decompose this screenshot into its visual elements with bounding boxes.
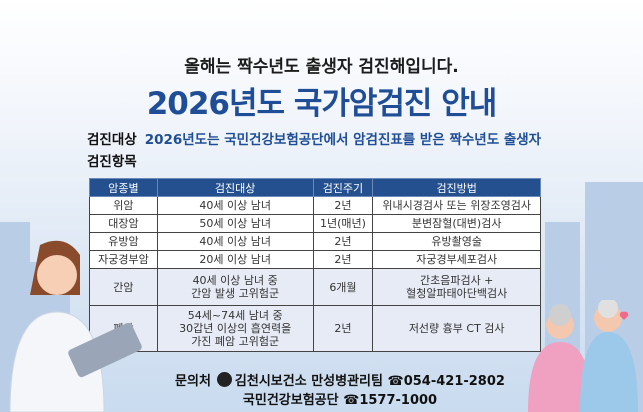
doctor-illustration: [9, 240, 142, 412]
table-cell: 40세 이상 남녀: [156, 232, 314, 251]
table-cell: 2년: [312, 196, 374, 215]
table-cell: 자궁경부세포검사: [372, 250, 541, 269]
table-cell: 40세 이상 남녀 중 간암 발생 고위험군: [156, 268, 314, 306]
contact-org-1: 김천시보건소 만성병관리팀: [234, 374, 383, 389]
table-cell: 자궁경부암: [89, 250, 158, 269]
table-cell: 20세 이상 남녀: [156, 250, 314, 269]
target-line: 검진대상 2026년도는 국민건강보험공단에서 암검진표를 받은 짝수년도 출생자: [87, 128, 541, 148]
table-cell: 간암: [89, 268, 158, 306]
table-cell: 위내시경검사 또는 위장조영검사: [372, 196, 541, 215]
table-row: 유방암 40세 이상 남녀 2년 유방촬영술: [89, 232, 541, 251]
contact-label: 문의처: [175, 374, 211, 389]
table-row: 간암 40세 이상 남녀 중 간암 발생 고위험군 6개월 간초음파검사 + 혈청알파…: [89, 268, 541, 306]
table-cell: 유방암: [89, 232, 158, 251]
table-cell: 6개월: [312, 268, 374, 306]
contact-phone-1: ☎054-421-2802: [387, 374, 505, 389]
contact-org-2: 국민건강보험공단: [242, 393, 339, 408]
table-cell: 분변잠혈(대변)검사: [372, 214, 541, 233]
elderly-couple-illustration: [528, 300, 638, 412]
col-header: 검진주기: [312, 178, 374, 197]
table-row: 대장암 50세 이상 남녀 1년(매년) 분변잠혈(대변)검사: [89, 214, 541, 233]
table-cell: 40세 이상 남녀: [156, 196, 314, 215]
contact-line-1: 문의처 김천시보건소 만성병관리팀 ☎054-421-2802: [160, 372, 520, 391]
table-row: 자궁경부암 20세 이상 남녀 2년 자궁경부세포검사: [89, 250, 541, 269]
subtitle: 올해는 짝수년도 출생자 검진해입니다.: [184, 57, 459, 77]
health-center-logo-icon: [216, 372, 232, 387]
target-text: 2026년도는 국민건강보험공단에서 암검진표를 받은 짝수년도 출생자: [144, 132, 542, 148]
table-cell: 2년: [312, 232, 374, 251]
col-header: 암종별: [89, 178, 158, 197]
contact-line-2: 국민건강보험공단 ☎1577-1000: [160, 391, 520, 410]
items-label: 검진항목: [87, 154, 137, 170]
table-header: 암종별 검진대상 검진주기 검진방법: [89, 178, 541, 197]
target-label: 검진대상: [87, 132, 137, 148]
table-row: 폐암54세~74세 남녀 중 30갑년 이상의 흡연력을 가진 폐암 고위험군2…: [89, 305, 541, 352]
table-cell: 50세 이상 남녀: [156, 214, 314, 233]
table-cell: 2년: [312, 305, 374, 352]
screening-table: 암종별 검진대상 검진주기 검진방법 위암 40세 이상 남녀 2년 위내시경검사 또…: [89, 178, 541, 352]
col-header: 검진대상: [156, 178, 314, 197]
table-row: 위암 40세 이상 남녀 2년 위내시경검사 또는 위장조영검사: [89, 196, 541, 215]
table-cell: 위암: [89, 196, 158, 215]
table-cell: 간초음파검사 + 혈청알파태아단백검사: [372, 268, 541, 306]
table-cell: 1년(매년): [312, 214, 374, 233]
col-header: 검진방법: [372, 178, 541, 197]
contact-phone-2: ☎1577-1000: [343, 393, 438, 408]
table-cell: 유방촬영술: [372, 232, 541, 251]
contact-info: 문의처 김천시보건소 만성병관리팀 ☎054-421-2802 국민건강보험공단 …: [160, 372, 520, 410]
table-cell: 저선량 흉부 CT 검사: [372, 305, 541, 352]
table-cell: 54세~74세 남녀 중 30갑년 이상의 흡연력을 가진 폐암 고위험군: [156, 305, 314, 352]
table-cell: 대장암: [89, 214, 158, 233]
page-title: 2026년도 국가암검진 안내: [146, 86, 498, 122]
table-cell: 2년: [312, 250, 374, 269]
